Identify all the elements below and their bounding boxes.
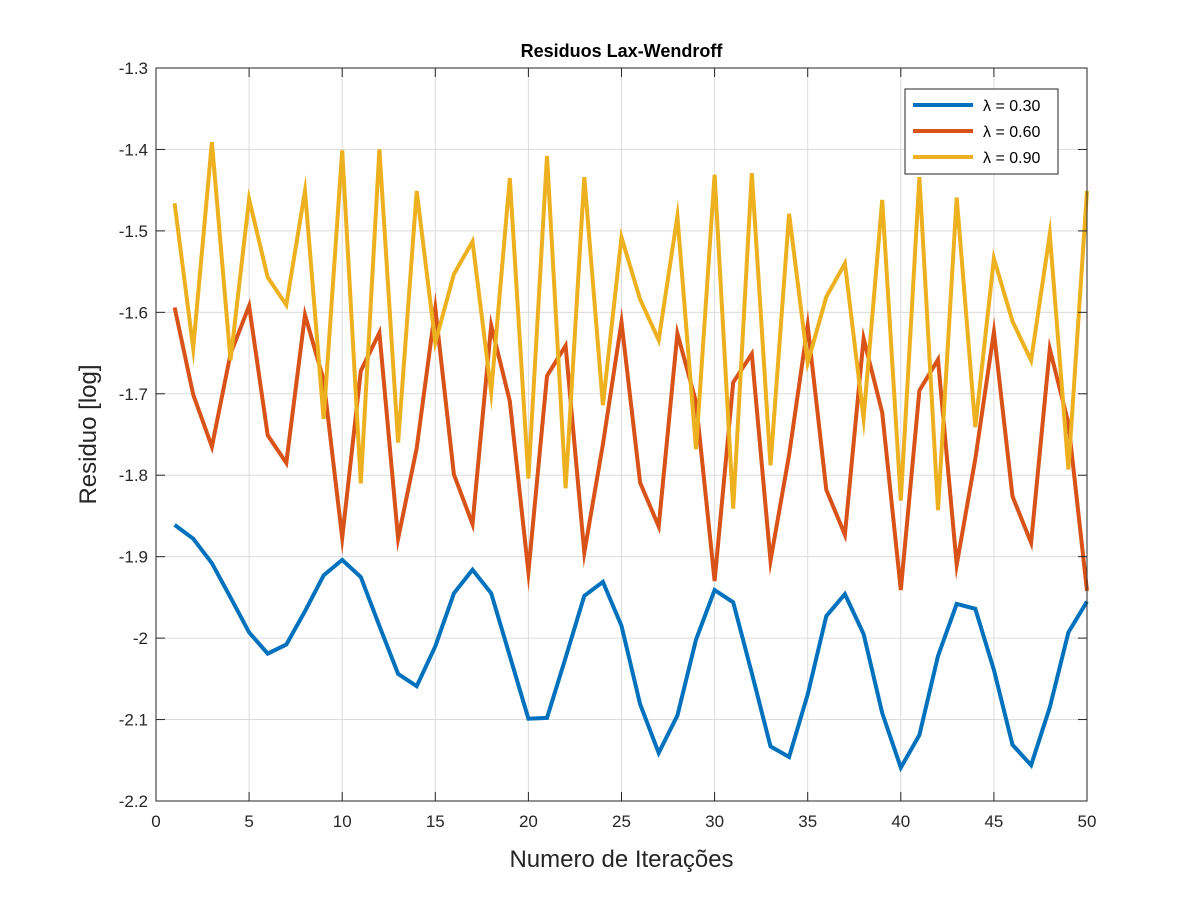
- x-tick-label: 35: [798, 812, 817, 831]
- series-line-2: [172, 291, 1089, 592]
- y-tick-label: -1.5: [119, 222, 148, 241]
- x-tick-label: 15: [426, 812, 445, 831]
- axis-ticks: 0 5 10 15 20 25 30 35 40 45 50 -2.2 -2.1 -2 -1.9 -1.8 -1…: [119, 59, 1097, 831]
- y-tick-label: -2.2: [119, 792, 148, 811]
- x-tick-label: 50: [1078, 812, 1097, 831]
- x-tick-label: 5: [244, 812, 253, 831]
- x-tick-label: 10: [333, 812, 352, 831]
- y-tick-label: -1.6: [119, 303, 148, 322]
- series-line-1: [173, 523, 1089, 773]
- y-tick-label: -2.1: [119, 711, 148, 730]
- series-line-3: [172, 141, 1089, 511]
- y-tick-label: -1.4: [119, 140, 148, 159]
- y-tick-label: -1.3: [119, 59, 148, 78]
- y-tick-label: -2: [133, 629, 148, 648]
- y-tick-label: -1.8: [119, 466, 148, 485]
- legend: λ = 0.30 λ = 0.60 λ = 0.90: [904, 88, 1059, 175]
- y-tick-label: -1.7: [119, 385, 148, 404]
- x-tick-label: 30: [705, 812, 724, 831]
- series-layer: [172, 141, 1089, 773]
- legend-label-3: λ = 0.90: [983, 150, 1040, 167]
- y-tick-label: -1.9: [119, 548, 148, 567]
- x-tick-label: 40: [891, 812, 910, 831]
- x-tick-label: 0: [151, 812, 160, 831]
- chart-title: Residuos Lax-Wendroff: [521, 41, 724, 61]
- x-tick-label: 45: [984, 812, 1003, 831]
- x-tick-label: 20: [519, 812, 538, 831]
- x-tick-label: 25: [612, 812, 631, 831]
- y-axis-label: Residuo [log]: [75, 364, 102, 504]
- x-axis-label: Numero de Iterações: [509, 846, 733, 873]
- legend-label-2: λ = 0.60: [983, 124, 1040, 141]
- legend-label-1: λ = 0.30: [983, 98, 1040, 115]
